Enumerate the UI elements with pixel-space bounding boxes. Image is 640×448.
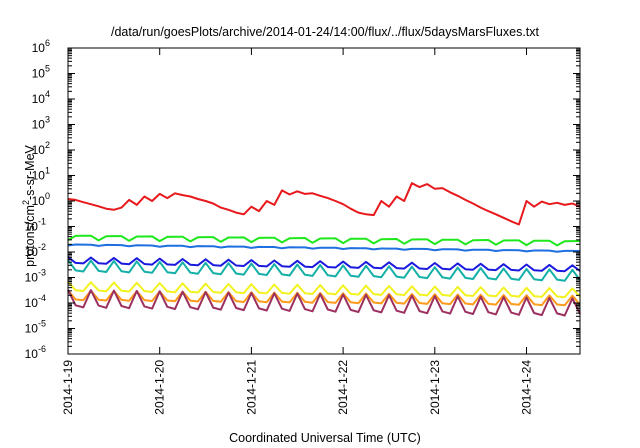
y-tick-label-base: 10 xyxy=(25,347,39,361)
x-tick-label: 2014-1-23 xyxy=(428,360,442,415)
y-tick-label-exp: -1 xyxy=(38,217,46,227)
y-tick-label-exp: -3 xyxy=(38,268,46,278)
y-tick-label: 10-1 xyxy=(25,217,46,234)
y-tick-label-base: 10 xyxy=(32,194,46,208)
series-line-6 xyxy=(67,281,581,299)
series-line-7 xyxy=(67,289,581,307)
y-tick-label-base: 10 xyxy=(25,245,39,259)
y-tick-label: 102 xyxy=(32,140,50,157)
y-tick-label: 100 xyxy=(32,191,50,208)
y-tick-label-exp: 4 xyxy=(45,89,50,99)
y-tick-label-exp: -6 xyxy=(38,344,46,354)
y-tick-label: 10-6 xyxy=(25,344,46,361)
y-axis-label-rest: -s-sr-MeV xyxy=(23,144,37,200)
y-tick-label-base: 10 xyxy=(32,67,46,81)
y-axis-label: protons/cm2-s-sr-MeV xyxy=(21,144,37,266)
x-tick-label: 2014-1-21 xyxy=(244,360,258,415)
y-tick-label: 103 xyxy=(32,115,50,132)
ticks-layer: 10-610-510-410-310-210-11001011021031041… xyxy=(25,38,580,415)
x-tick-label: 2014-1-22 xyxy=(336,360,350,415)
x-tick-label: 2014-1-24 xyxy=(520,360,534,415)
y-tick-label-base: 10 xyxy=(32,143,46,157)
x-axis-label: Coordinated Universal Time (UTC) xyxy=(229,431,421,445)
y-tick-label-exp: 2 xyxy=(45,140,50,150)
y-tick-label-base: 10 xyxy=(25,296,39,310)
series-line-4 xyxy=(67,256,581,273)
x-tick-label: 2014-1-20 xyxy=(153,360,167,415)
y-tick-label: 10-2 xyxy=(25,242,46,259)
y-tick-label-exp: -4 xyxy=(38,293,46,303)
chart-title: /data/run/goesPlots/archive/2014-01-24/1… xyxy=(111,25,540,39)
y-tick-label-exp: -5 xyxy=(38,319,46,329)
y-tick-label: 10-5 xyxy=(25,319,46,336)
y-tick-label-base: 10 xyxy=(25,271,39,285)
series-line-2 xyxy=(67,234,581,247)
series-layer xyxy=(67,182,581,317)
y-tick-label: 106 xyxy=(32,38,50,55)
y-tick-label: 104 xyxy=(32,89,50,106)
y-tick-label-base: 10 xyxy=(32,169,46,183)
y-tick-label-exp: -2 xyxy=(38,242,46,252)
series-line-3 xyxy=(67,243,581,253)
y-tick-label-exp: 1 xyxy=(45,166,50,176)
y-axis-label-sup: 2 xyxy=(21,200,31,205)
y-tick-label-exp: 6 xyxy=(45,38,50,48)
y-tick-label-base: 10 xyxy=(32,118,46,132)
y-tick-label: 105 xyxy=(32,64,50,81)
y-tick-label-exp: 3 xyxy=(45,115,50,125)
y-tick-label: 101 xyxy=(32,166,50,183)
x-tick-label: 2014-1-19 xyxy=(61,360,75,415)
y-tick-label-exp: 5 xyxy=(45,64,50,74)
y-tick-label: 10-4 xyxy=(25,293,46,310)
plot-frame xyxy=(67,47,581,355)
y-tick-label-base: 10 xyxy=(25,220,39,234)
series-line-5 xyxy=(67,259,581,282)
y-tick-label: 10-3 xyxy=(25,268,46,285)
y-tick-label-base: 10 xyxy=(25,322,39,336)
y-axis-label-base: protons/cm xyxy=(23,205,37,267)
y-tick-label-exp: 0 xyxy=(45,191,50,201)
y-tick-label-base: 10 xyxy=(32,41,46,55)
series-line-8 xyxy=(67,289,581,317)
y-tick-label-base: 10 xyxy=(32,92,46,106)
series-line-1 xyxy=(67,182,581,226)
